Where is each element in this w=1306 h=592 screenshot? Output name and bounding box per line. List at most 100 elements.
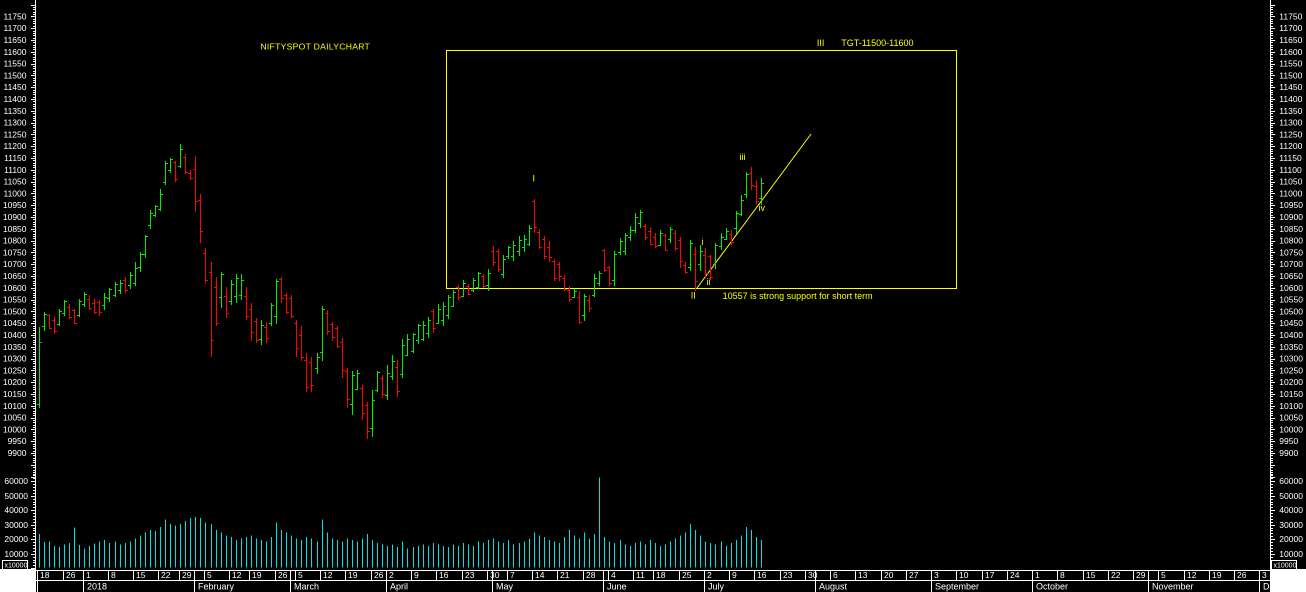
svg-text:10450: 10450: [3, 318, 27, 328]
svg-text:10850: 10850: [3, 224, 27, 234]
svg-text:26: 26: [66, 570, 76, 580]
svg-text:10300: 10300: [3, 354, 27, 364]
svg-text:10050: 10050: [3, 413, 27, 423]
svg-text:10250: 10250: [1279, 365, 1303, 375]
svg-text:10: 10: [959, 570, 969, 580]
svg-text:10100: 10100: [3, 401, 27, 411]
svg-text:10800: 10800: [3, 236, 27, 246]
svg-text:4: 4: [611, 570, 616, 580]
svg-text:24: 24: [1010, 570, 1020, 580]
svg-text:1: 1: [86, 570, 91, 580]
svg-text:III: III: [817, 38, 825, 48]
svg-text:September: September: [935, 582, 979, 592]
svg-text:11750: 11750: [3, 11, 26, 21]
svg-text:22: 22: [161, 570, 171, 580]
svg-text:10750: 10750: [1279, 247, 1303, 257]
svg-text:10200: 10200: [3, 377, 27, 387]
svg-text:3: 3: [934, 570, 939, 580]
svg-text:40000: 40000: [4, 505, 28, 515]
svg-text:10400: 10400: [1279, 330, 1303, 340]
svg-text:TGT-11500-11600: TGT-11500-11600: [841, 38, 913, 48]
svg-text:10500: 10500: [1279, 306, 1303, 316]
svg-text:10950: 10950: [1279, 200, 1303, 210]
svg-text:11250: 11250: [3, 129, 26, 139]
svg-text:30: 30: [808, 570, 818, 580]
svg-text:28: 28: [586, 570, 596, 580]
svg-text:10950: 10950: [3, 200, 27, 210]
svg-text:11300: 11300: [1279, 118, 1302, 128]
svg-text:10050: 10050: [1279, 413, 1303, 423]
svg-text:11100: 11100: [4, 165, 27, 175]
svg-text:10700: 10700: [1279, 259, 1303, 269]
svg-text:60000: 60000: [1279, 476, 1303, 486]
svg-text:17: 17: [985, 570, 995, 580]
svg-text:50000: 50000: [1279, 491, 1303, 501]
svg-text:i: i: [702, 237, 704, 247]
svg-text:26: 26: [278, 570, 288, 580]
svg-text:30000: 30000: [4, 520, 28, 530]
svg-text:2: 2: [707, 570, 712, 580]
svg-text:11550: 11550: [3, 59, 26, 69]
svg-text:November: November: [1152, 582, 1194, 592]
svg-text:11350: 11350: [1279, 106, 1302, 116]
svg-text:10150: 10150: [1279, 389, 1303, 399]
svg-text:11050: 11050: [1279, 177, 1302, 187]
svg-text:10350: 10350: [3, 342, 27, 352]
svg-text:11200: 11200: [3, 141, 26, 151]
svg-text:10750: 10750: [3, 247, 27, 257]
svg-text:11000: 11000: [3, 188, 26, 198]
svg-text:9: 9: [732, 570, 737, 580]
svg-text:11000: 11000: [1279, 188, 1302, 198]
svg-text:10000: 10000: [1279, 424, 1303, 434]
svg-text:10100: 10100: [1279, 401, 1303, 411]
svg-text:15: 15: [136, 570, 146, 580]
svg-text:10600: 10600: [1279, 283, 1303, 293]
svg-text:11250: 11250: [1279, 129, 1302, 139]
svg-text:1: 1: [1035, 570, 1040, 580]
svg-text:11550: 11550: [1279, 59, 1302, 69]
svg-text:II: II: [691, 291, 696, 301]
svg-text:10400: 10400: [3, 330, 27, 340]
svg-text:October: October: [1036, 582, 1068, 592]
svg-text:10650: 10650: [3, 271, 27, 281]
svg-text:23: 23: [783, 570, 793, 580]
svg-text:10000: 10000: [4, 549, 28, 559]
svg-text:20000: 20000: [1279, 534, 1303, 544]
svg-text:11600: 11600: [3, 47, 26, 57]
svg-text:7: 7: [510, 570, 515, 580]
svg-text:10850: 10850: [1279, 224, 1303, 234]
svg-text:5: 5: [1161, 570, 1166, 580]
svg-text:March: March: [294, 582, 319, 592]
svg-text:12: 12: [232, 570, 242, 580]
svg-text:11150: 11150: [4, 153, 27, 163]
svg-text:11700: 11700: [1279, 23, 1302, 33]
svg-text:18: 18: [40, 570, 50, 580]
svg-text:8: 8: [111, 570, 116, 580]
svg-text:9900: 9900: [8, 448, 27, 458]
svg-text:50000: 50000: [4, 491, 28, 501]
svg-text:11050: 11050: [3, 177, 26, 187]
svg-text:11750: 11750: [1279, 11, 1302, 21]
svg-text:NIFTYSPOT DAILYCHART: NIFTYSPOT DAILYCHART: [260, 41, 370, 51]
svg-text:iv: iv: [759, 203, 766, 213]
svg-text:10800: 10800: [1279, 236, 1303, 246]
svg-text:ii: ii: [707, 277, 711, 287]
svg-text:11400: 11400: [1279, 94, 1302, 104]
svg-text:10000: 10000: [1279, 549, 1303, 559]
svg-text:25: 25: [682, 570, 692, 580]
svg-text:June: June: [607, 582, 627, 592]
svg-text:10550: 10550: [3, 295, 27, 305]
svg-text:10300: 10300: [1279, 354, 1303, 364]
svg-text:12: 12: [1187, 570, 1197, 580]
svg-text:April: April: [390, 582, 408, 592]
svg-text:x10000: x10000: [5, 563, 28, 570]
svg-text:10550: 10550: [1279, 295, 1303, 305]
svg-text:10900: 10900: [1279, 212, 1303, 222]
svg-text:30: 30: [490, 570, 500, 580]
svg-text:10450: 10450: [1279, 318, 1303, 328]
svg-text:20000: 20000: [4, 534, 28, 544]
svg-text:19: 19: [252, 570, 262, 580]
svg-text:14: 14: [535, 570, 545, 580]
svg-text:18: 18: [656, 570, 666, 580]
svg-text:26: 26: [1237, 570, 1247, 580]
